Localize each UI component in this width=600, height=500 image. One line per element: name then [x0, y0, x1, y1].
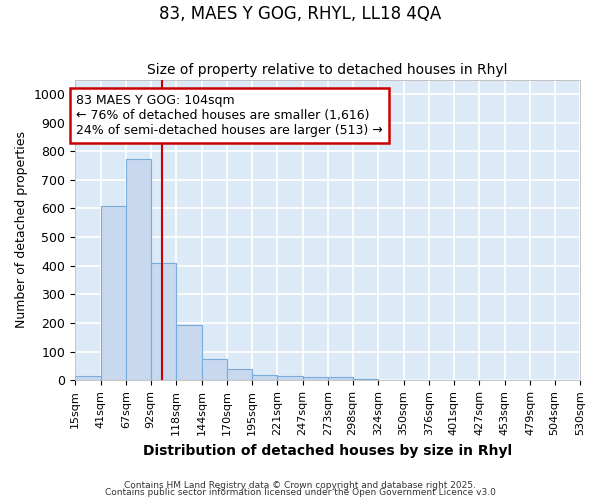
- Bar: [126, 159, 151, 380]
- Text: 83, MAES Y GOG, RHYL, LL18 4QA: 83, MAES Y GOG, RHYL, LL18 4QA: [159, 5, 441, 23]
- Bar: [75, 376, 101, 380]
- Bar: [151, 262, 176, 380]
- Bar: [202, 358, 227, 380]
- Bar: [328, 378, 353, 380]
- Bar: [251, 374, 277, 380]
- Bar: [302, 377, 328, 380]
- Bar: [277, 376, 302, 380]
- Text: 83 MAES Y GOG: 104sqm
← 76% of detached houses are smaller (1,616)
24% of semi-d: 83 MAES Y GOG: 104sqm ← 76% of detached …: [76, 94, 383, 137]
- Bar: [101, 206, 126, 380]
- Y-axis label: Number of detached properties: Number of detached properties: [15, 132, 28, 328]
- Bar: [176, 326, 202, 380]
- Bar: [353, 379, 378, 380]
- Bar: [227, 370, 251, 380]
- X-axis label: Distribution of detached houses by size in Rhyl: Distribution of detached houses by size …: [143, 444, 512, 458]
- Text: Contains HM Land Registry data © Crown copyright and database right 2025.: Contains HM Land Registry data © Crown c…: [124, 480, 476, 490]
- Title: Size of property relative to detached houses in Rhyl: Size of property relative to detached ho…: [148, 63, 508, 77]
- Text: Contains public sector information licensed under the Open Government Licence v3: Contains public sector information licen…: [104, 488, 496, 497]
